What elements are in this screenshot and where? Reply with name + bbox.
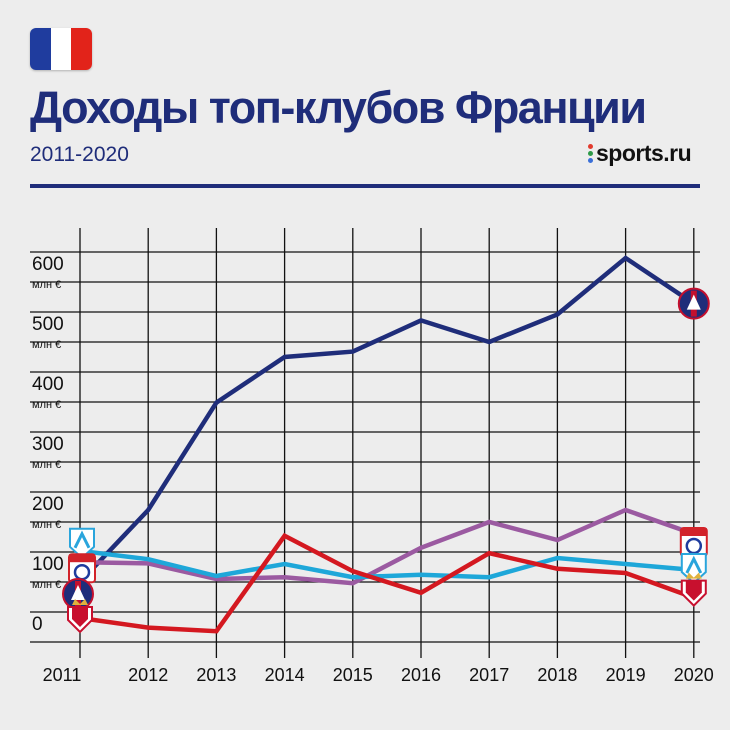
monaco-crest-icon — [67, 599, 93, 634]
y-axis: 0 100 млн € 200 млн € 300 млн € 400 млн € 500 млн … — [32, 254, 64, 635]
y-tick-label: 600 — [32, 254, 64, 275]
chart-grid — [30, 228, 700, 658]
lyon-crest-icon — [68, 553, 96, 584]
chart-subtitle: 2011-2020 — [30, 143, 129, 166]
y-tick-label: 400 — [32, 374, 64, 395]
x-tick-label: 2015 — [333, 665, 373, 685]
x-tick-label: 2013 — [196, 665, 236, 685]
series-lines — [77, 255, 697, 634]
series-line-4 — [77, 532, 697, 634]
psg-crest-icon — [677, 287, 710, 320]
marseille-crest-icon — [69, 527, 95, 560]
y-tick-label: 500 — [32, 314, 64, 335]
series-line-3 — [77, 548, 697, 580]
x-tick-label: 2014 — [265, 665, 305, 685]
brand-name: sports.ru — [596, 140, 692, 166]
x-tick-label: 2016 — [401, 665, 441, 685]
series-line-1 — [77, 255, 697, 585]
club-icons — [62, 287, 710, 634]
y-unit-label: млн € — [32, 519, 61, 531]
lyon-crest-icon — [679, 527, 708, 557]
y-unit-label: млн € — [32, 279, 61, 291]
logo-dots-icon — [588, 143, 593, 164]
sports-ru-logo: sports.ru — [588, 140, 692, 167]
y-tick-label: 200 — [32, 494, 64, 515]
x-tick-label: 2011 — [43, 665, 82, 685]
y-tick-label: 300 — [32, 434, 64, 455]
y-tick-label: 100 — [32, 554, 64, 575]
header-divider — [30, 184, 700, 188]
x-tick-label: 2018 — [537, 665, 577, 685]
y-unit-label: млн € — [32, 399, 61, 411]
x-tick-label: 2012 — [128, 665, 168, 685]
series-line-2 — [77, 507, 697, 586]
marseille-crest-icon — [680, 553, 707, 585]
flag-stripe-blue — [30, 28, 51, 70]
x-tick-label: 2017 — [469, 665, 509, 685]
y-unit-label: млн € — [32, 579, 61, 591]
y-tick-label: 0 — [32, 614, 43, 635]
x-tick-label: 2019 — [606, 665, 646, 685]
x-axis: 2011 2012 2013 2014 2015 2016 2017 2018 2019 2020 — [43, 665, 714, 685]
flag-stripe-red — [71, 28, 92, 70]
y-unit-label: млн € — [32, 459, 61, 471]
x-tick-label: 2020 — [674, 665, 714, 685]
chart-title: Доходы топ-клубов Франции — [30, 82, 647, 133]
monaco-crest-icon — [680, 572, 707, 608]
flag-stripe-white — [50, 28, 72, 70]
france-flag-icon — [30, 28, 92, 70]
y-unit-label: млн € — [32, 339, 61, 351]
